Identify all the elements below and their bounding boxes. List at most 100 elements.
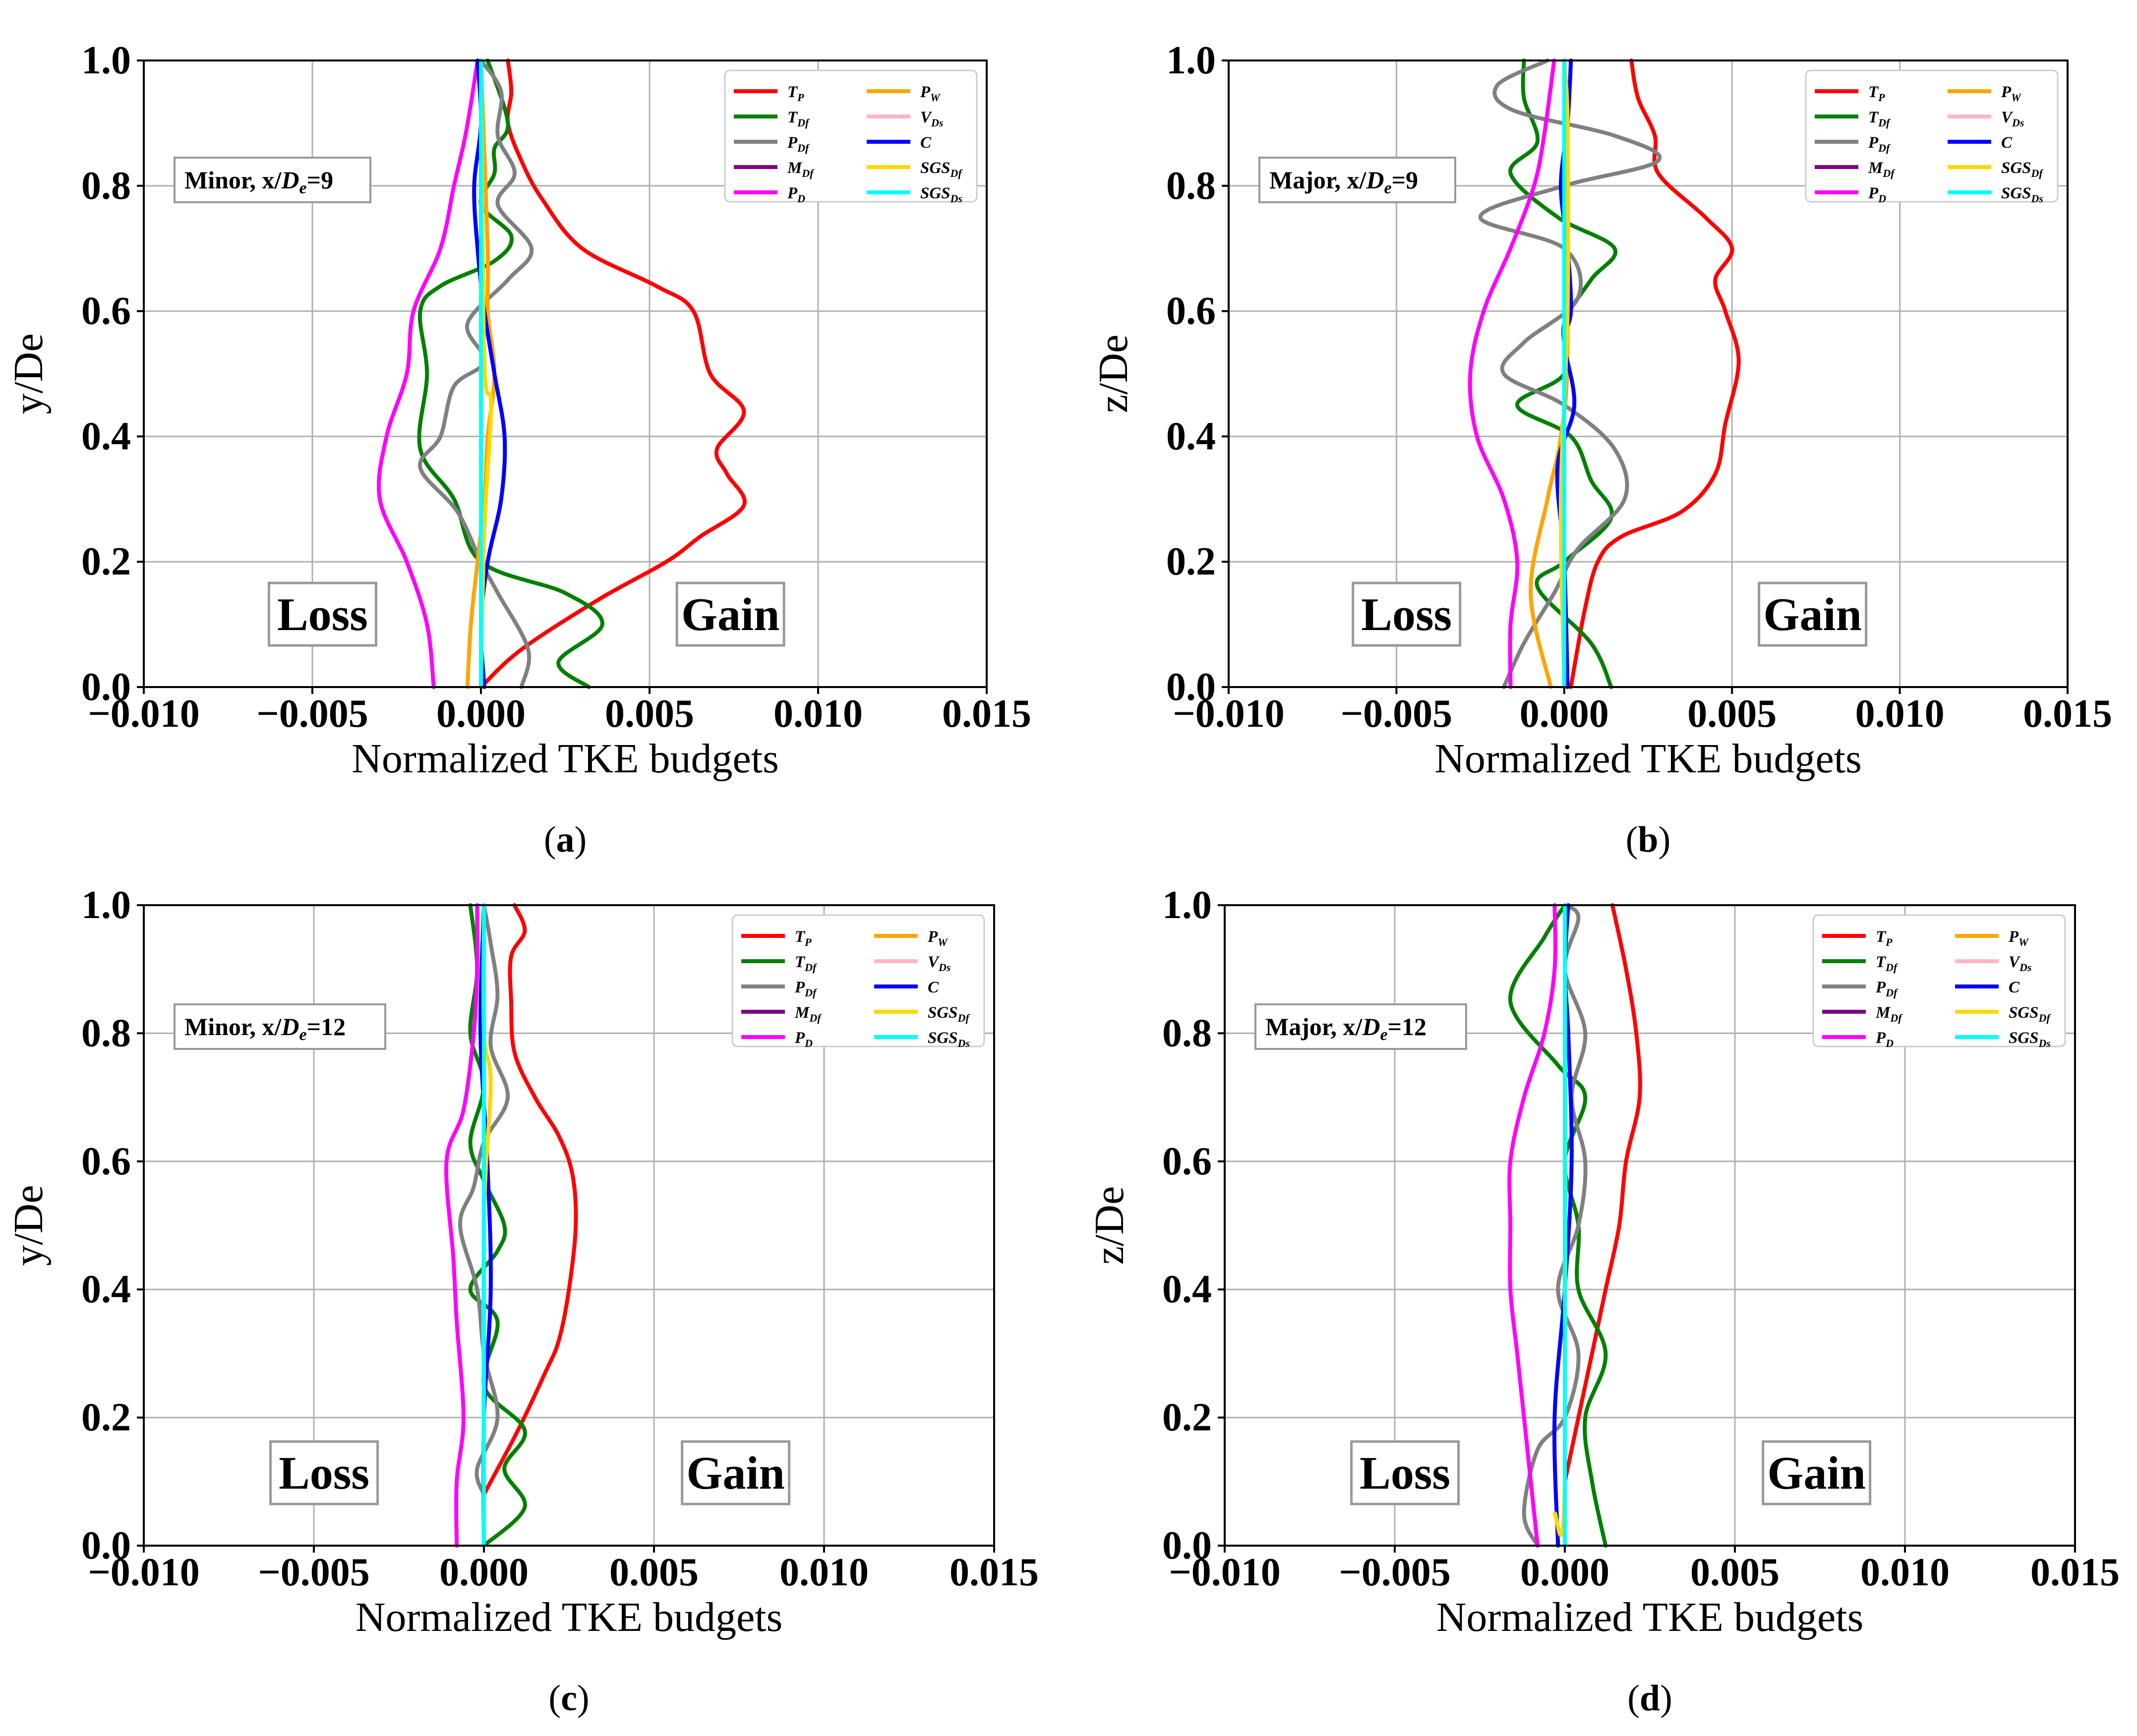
loss-label-box	[267, 581, 377, 647]
x-tick-label: −0.010	[1169, 1551, 1281, 1594]
legend-label-PDf: PDf	[1868, 134, 1891, 154]
series-group	[1507, 903, 1642, 1548]
legend-label-TP: TP	[787, 83, 804, 104]
y-tick-label: 0.0	[1162, 1524, 1212, 1567]
legend-label-PD: PD	[794, 1029, 813, 1049]
legend-label-PW: PW	[920, 83, 941, 104]
loss-label: Loss	[277, 589, 368, 640]
legend: TP TDf PDf MDf PD PW VDs C SGSDf SGSDs	[1812, 914, 2066, 1049]
annotation-box	[1258, 157, 1456, 203]
legend: TP TDf PDf MDf PD PW VDs C SGSDf SGSDs	[724, 69, 978, 205]
y-tick-label: 1.0	[1162, 883, 1212, 927]
x-tick-label: 0.005	[609, 1551, 699, 1594]
x-tick-label: 0.000	[436, 692, 526, 736]
x-tick-label: 0.015	[950, 1551, 1039, 1594]
loss-label-box	[1352, 581, 1462, 647]
y-tick-label: 1.0	[81, 39, 131, 82]
x-axis-label: Normalized TKE budgets	[1434, 736, 1862, 782]
chart-panel-c: −0.010 −0.005 0.000 0.005 0.010 0.015 0.0 0.2 0.…	[5, 883, 1039, 1719]
panel-caption: (c)	[548, 1678, 589, 1719]
x-tick-label: 0.010	[1855, 692, 1945, 736]
series-line-PDf	[1522, 903, 1588, 1548]
legend-label-VDs: VDs	[928, 953, 950, 974]
legend-label-TDf: TDf	[1876, 953, 1899, 974]
y-tick-label: 0.2	[1162, 1396, 1212, 1440]
series-line-PD	[1507, 903, 1557, 1548]
legend-frame	[724, 69, 978, 203]
legend-label-PD: PD	[1875, 1029, 1894, 1049]
legend-label-MDf: MDf	[787, 159, 815, 179]
series-group	[444, 903, 578, 1548]
series-line-PD	[1468, 58, 1556, 689]
annotation-box	[174, 157, 371, 203]
legend-label-SGSDs: SGSDs	[928, 1029, 970, 1049]
legend-label-PDf: PDf	[794, 979, 818, 999]
legend-label-SGSDs: SGSDs	[2009, 1029, 2051, 1049]
legend-label-SGSDf: SGSDf	[920, 159, 963, 179]
y-tick-label: 0.0	[81, 665, 131, 709]
series-line-TP	[1569, 58, 1741, 689]
legend-label-SGSDf: SGSDf	[928, 1004, 970, 1024]
series-line-PDf	[458, 903, 510, 1497]
y-tick-label: 0.8	[1162, 1011, 1212, 1055]
x-tick-label: −0.010	[88, 692, 200, 736]
plot-frame	[143, 59, 988, 688]
y-tick-label: 0.6	[81, 1140, 131, 1183]
y-tick-label: 0.0	[1166, 665, 1216, 709]
legend-label-VDs: VDs	[920, 109, 943, 129]
y-axis-label: z/De	[1086, 1186, 1132, 1265]
y-axis-label: y/De	[5, 1185, 52, 1266]
panel-caption: (b)	[1626, 819, 1670, 860]
annotation-text: Minor, x/De=12	[184, 1013, 346, 1044]
y-tick-label: 0.2	[81, 540, 131, 583]
legend-label-PDf: PDf	[787, 134, 810, 154]
legend-label-SGSDs: SGSDs	[2001, 184, 2043, 205]
legend-label-PW: PW	[2008, 928, 2029, 948]
series-line-PDf	[1478, 58, 1662, 689]
legend-label-PW: PW	[927, 928, 948, 948]
legend-label-C: C	[928, 979, 939, 996]
x-tick-label: 0.010	[1860, 1551, 1950, 1594]
x-tick-label: −0.005	[256, 692, 368, 736]
series-line-TDf	[417, 58, 604, 689]
loss-label-box	[1350, 1440, 1460, 1505]
gain-label: Gain	[1763, 589, 1862, 640]
legend-label-PDf: PDf	[1875, 979, 1899, 999]
x-axis-label: Normalized TKE budgets	[352, 736, 779, 782]
gain-label-box	[1758, 581, 1868, 647]
series-group	[376, 58, 747, 689]
legend-label-SGSDf: SGSDf	[2001, 159, 2044, 179]
series-line-SGSDf	[1558, 58, 1570, 689]
x-tick-label: 0.015	[942, 692, 1031, 736]
y-tick-label: 0.4	[81, 414, 131, 458]
x-tick-label: 0.000	[1520, 1551, 1609, 1594]
legend-label-TP: TP	[1868, 83, 1885, 104]
x-axis-label: Normalized TKE budgets	[356, 1594, 783, 1640]
annotation-box	[174, 1003, 386, 1050]
plot-frame	[1224, 904, 2076, 1547]
x-tick-label: −0.005	[1341, 692, 1453, 736]
x-tick-label: −0.010	[88, 1551, 200, 1594]
legend-label-VDs: VDs	[2001, 109, 2024, 129]
annotation-text: Major, x/De=9	[1269, 166, 1418, 197]
legend-label-VDs: VDs	[2009, 953, 2031, 974]
gain-label: Gain	[681, 589, 780, 640]
legend-frame	[1805, 69, 2059, 203]
legend-label-SGSDs: SGSDs	[920, 184, 962, 205]
legend-label-PD: PD	[1868, 184, 1886, 205]
x-tick-label: 0.010	[779, 1551, 869, 1594]
y-tick-label: 0.2	[81, 1396, 131, 1440]
legend-frame	[731, 914, 985, 1047]
y-tick-label: 0.4	[1162, 1268, 1212, 1311]
x-tick-label: −0.005	[258, 1551, 370, 1594]
series-line-TP	[1563, 903, 1642, 1484]
legend-label-MDf: MDf	[1868, 159, 1896, 179]
x-tick-label: 0.010	[773, 692, 863, 736]
x-tick-label: 0.005	[1687, 692, 1777, 736]
loss-label-box	[269, 1440, 379, 1505]
loss-label: Loss	[1360, 1447, 1450, 1499]
chart-panel-a: −0.010 −0.005 0.000 0.005 0.010 0.015 0.0 0.2 0.…	[5, 39, 1031, 860]
legend-label-MDf: MDf	[794, 1004, 822, 1024]
series-line-PD	[376, 58, 480, 689]
